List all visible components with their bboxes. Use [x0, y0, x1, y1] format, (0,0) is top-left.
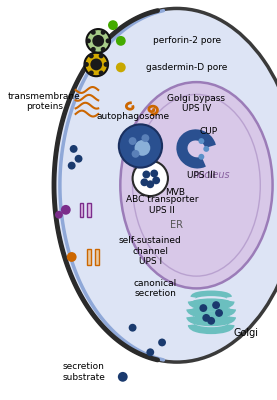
Circle shape [118, 372, 128, 382]
Circle shape [70, 145, 78, 153]
Text: Golgi bypass
UPS IV: Golgi bypass UPS IV [167, 94, 225, 114]
Circle shape [99, 70, 104, 75]
Text: ABC transporter
UPS II: ABC transporter UPS II [126, 195, 198, 215]
Circle shape [203, 146, 209, 152]
Text: gasdermin-D pore: gasdermin-D pore [146, 63, 227, 72]
Circle shape [67, 252, 77, 262]
Text: perforin-2 pore: perforin-2 pore [153, 36, 221, 45]
Text: CUP: CUP [199, 127, 217, 136]
Circle shape [152, 176, 160, 184]
Circle shape [89, 70, 94, 75]
Circle shape [142, 134, 149, 142]
Circle shape [129, 324, 137, 332]
Circle shape [135, 140, 150, 156]
Circle shape [91, 47, 96, 52]
Circle shape [133, 161, 168, 196]
Circle shape [101, 30, 106, 35]
Circle shape [215, 309, 223, 317]
Circle shape [140, 178, 148, 186]
Circle shape [106, 38, 111, 43]
Text: Golgi: Golgi [233, 328, 258, 338]
Circle shape [146, 348, 154, 356]
Circle shape [146, 180, 154, 188]
Circle shape [104, 62, 109, 67]
Bar [95, 249, 99, 265]
Circle shape [84, 62, 89, 67]
Circle shape [116, 62, 126, 72]
Circle shape [199, 304, 207, 312]
Circle shape [158, 338, 166, 346]
Circle shape [91, 30, 96, 35]
Circle shape [119, 124, 162, 168]
Circle shape [90, 58, 102, 70]
Circle shape [150, 170, 158, 178]
Circle shape [198, 154, 204, 160]
Circle shape [212, 301, 220, 309]
Circle shape [132, 150, 139, 158]
Circle shape [202, 314, 210, 322]
Circle shape [207, 317, 215, 325]
Text: autophagosome: autophagosome [96, 112, 169, 121]
Text: UPS III: UPS III [187, 171, 216, 180]
Text: self-sustained
channel
UPS I: self-sustained channel UPS I [119, 236, 182, 266]
Text: canonical
secretion: canonical secretion [134, 279, 177, 298]
Text: nucleus: nucleus [192, 170, 230, 180]
Circle shape [99, 54, 104, 58]
Circle shape [55, 211, 63, 219]
Text: transmembrane
proteins: transmembrane proteins [8, 92, 81, 112]
Circle shape [142, 170, 150, 178]
Circle shape [129, 137, 137, 145]
Text: MVB: MVB [165, 188, 185, 197]
Circle shape [89, 54, 94, 58]
Text: secretion
substrate: secretion substrate [62, 362, 105, 382]
Circle shape [108, 20, 118, 30]
Circle shape [75, 155, 83, 163]
Circle shape [116, 36, 126, 46]
Text: ER: ER [170, 220, 183, 230]
Circle shape [86, 38, 91, 43]
Circle shape [61, 205, 71, 215]
Circle shape [101, 47, 106, 52]
Circle shape [68, 162, 76, 170]
Bar [88, 249, 91, 265]
Circle shape [198, 138, 204, 144]
Circle shape [84, 53, 108, 76]
Ellipse shape [54, 8, 277, 362]
Circle shape [92, 35, 104, 47]
Bar [79, 203, 83, 217]
Circle shape [86, 29, 110, 53]
Bar [88, 203, 91, 217]
Ellipse shape [120, 82, 273, 288]
